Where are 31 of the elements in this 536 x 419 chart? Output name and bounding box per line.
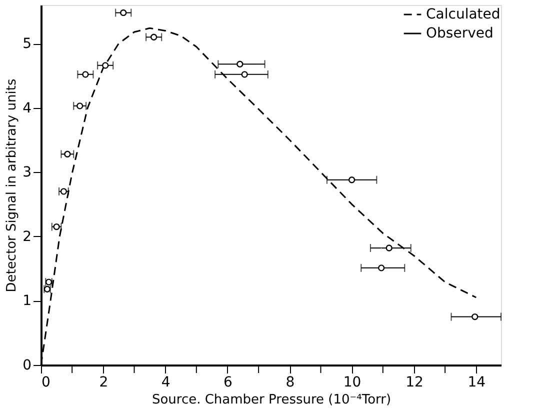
x-tick-label: 4 (161, 374, 170, 390)
x-tick-label: 0 (42, 374, 50, 390)
y-tick-label: 2 (22, 228, 32, 245)
legend-label: Calculated (426, 6, 500, 22)
y-tick-label: 0 (22, 358, 32, 374)
y-tick-label: 4 (22, 100, 32, 116)
x-tick-label: 8 (286, 374, 295, 390)
x-axis-title: Source. Chamber Pressure (10⁻⁴Torr) (152, 392, 392, 408)
x-tick-label: 14 (468, 374, 486, 390)
x-tick-label: 10 (343, 374, 362, 390)
point (102, 62, 109, 69)
x-tick-label: 12 (406, 374, 424, 390)
y-tick-label: 5 (22, 36, 32, 52)
point (82, 71, 89, 78)
point (76, 102, 84, 110)
point (241, 71, 248, 78)
legend-label: Observed (426, 26, 494, 42)
point (64, 150, 71, 158)
point (150, 34, 158, 40)
point (378, 264, 385, 272)
x-tick-label: 6 (224, 374, 233, 390)
point (236, 60, 244, 68)
y-tick-label: 3 (22, 164, 32, 181)
point (348, 176, 356, 184)
y-axis-title: Detector Signal in arbitrary units (4, 78, 20, 292)
point (120, 9, 127, 16)
x-tick-label: 2 (99, 374, 108, 390)
y-tick-label: 1 (22, 293, 32, 310)
point (53, 223, 60, 230)
point (386, 244, 392, 252)
point (472, 313, 478, 320)
